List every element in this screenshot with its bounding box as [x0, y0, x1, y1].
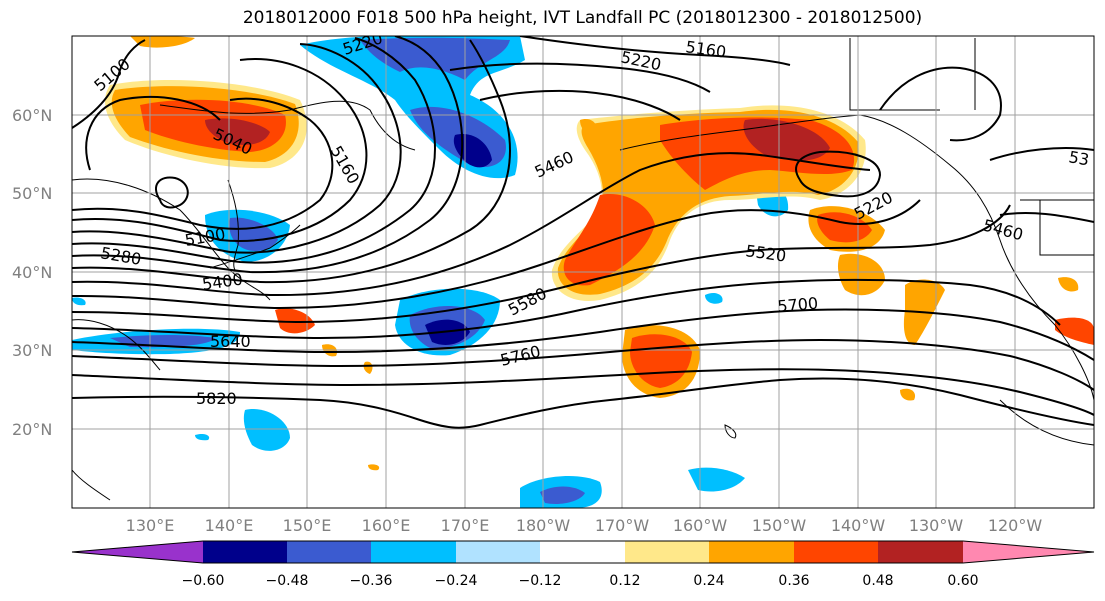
- contour-label: 5700: [777, 294, 819, 316]
- longitude-labels: 130°E 140°E 150°E 160°E 170°E 180°W 170°…: [126, 516, 1043, 535]
- colorbar: −0.60 −0.48 −0.36 −0.24 −0.12 0.12 0.24 …: [71, 540, 1095, 589]
- lat-label: 30°N: [12, 341, 52, 360]
- colorbar-cell: [709, 541, 794, 563]
- colorbar-cell: [794, 541, 878, 563]
- lon-label: 180°W: [516, 516, 571, 535]
- lat-label: 60°N: [12, 106, 52, 125]
- colorbar-tick-label: −0.24: [435, 573, 478, 589]
- lon-label: 140°E: [205, 516, 254, 535]
- ivt-negative-shading: [72, 36, 789, 508]
- colorbar-cell: [287, 541, 371, 563]
- map-border: [71, 35, 1095, 509]
- lon-label: 170°W: [595, 516, 650, 535]
- map-title: 2018012000 F018 500 hPa height, IVT Land…: [242, 8, 923, 28]
- lon-label: 150°E: [283, 516, 332, 535]
- colorbar-tick-label: 0.36: [778, 573, 809, 589]
- lon-label: 150°W: [752, 516, 807, 535]
- colorbar-tick-label: 0.48: [862, 573, 893, 589]
- contour-label: 53: [1067, 147, 1090, 169]
- lon-label: 160°W: [673, 516, 728, 535]
- colorbar-tick-label: −0.48: [266, 573, 309, 589]
- colorbar-cell: [540, 541, 625, 563]
- colorbar-ticks: −0.60 −0.48 −0.36 −0.24 −0.12 0.12 0.24 …: [182, 573, 979, 589]
- lat-label: 40°N: [12, 263, 52, 282]
- lon-label: 140°W: [831, 516, 886, 535]
- colorbar-tick-label: 0.24: [693, 573, 724, 589]
- colorbar-cell: [371, 541, 456, 563]
- colorbar-cell: [625, 541, 709, 563]
- colorbar-tick-label: 0.12: [609, 573, 640, 589]
- contour-label: 5640: [210, 332, 251, 351]
- lon-label: 130°W: [909, 516, 964, 535]
- colorbar-outline: [71, 540, 1095, 564]
- map-panel: 5100 5220 5160 5220 5040 5160 5460 5220 …: [72, 36, 1094, 508]
- latitude-labels: 60°N 50°N 40°N 30°N 20°N: [12, 106, 52, 439]
- lat-label: 20°N: [12, 420, 52, 439]
- height-contours: [72, 36, 1094, 429]
- lon-label: 120°W: [988, 516, 1043, 535]
- colorbar-tick-label: 0.60: [947, 573, 978, 589]
- lon-label: 170°E: [441, 516, 490, 535]
- colorbar-tick-label: −0.60: [182, 573, 225, 589]
- lat-label: 50°N: [12, 184, 52, 203]
- lon-label: 160°E: [362, 516, 411, 535]
- colorbar-tick-label: −0.36: [350, 573, 393, 589]
- colorbar-cell: [878, 541, 963, 563]
- ivt-positive-shading: [105, 36, 1094, 471]
- colorbar-tick-label: −0.12: [519, 573, 562, 589]
- colorbar-extend-min: [72, 541, 203, 563]
- lon-label: 130°E: [126, 516, 175, 535]
- contour-label: 5820: [196, 389, 237, 408]
- colorbar-cell: [456, 541, 540, 563]
- colorbar-extend-max: [963, 541, 1094, 563]
- colorbar-cell: [203, 541, 287, 563]
